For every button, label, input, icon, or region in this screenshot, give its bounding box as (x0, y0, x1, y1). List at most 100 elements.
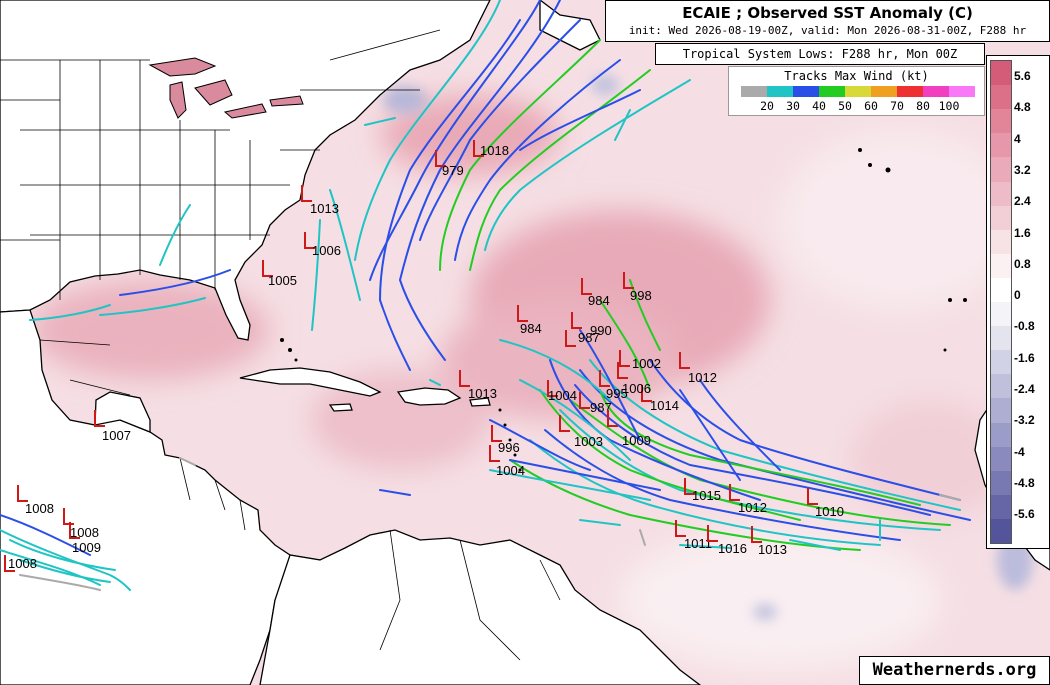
low-marker: 1015 (684, 478, 721, 503)
low-pressure-label: 996 (498, 440, 520, 455)
colorbar-label-13: -4.8 (1014, 475, 1035, 490)
low-l-symbol (607, 410, 618, 427)
low-marker: 1008 (4, 555, 37, 572)
colorbar-label-10: -2.4 (1014, 382, 1035, 396)
lows-header: Tropical System Lows: F288 hr, Mon 00Z (655, 43, 985, 65)
low-l-symbol (262, 260, 273, 277)
colorbar-cell-11 (991, 326, 1011, 351)
low-marker: 1016 (707, 525, 747, 556)
low-l-symbol (4, 555, 15, 572)
low-pressure-label: 1009 (72, 540, 101, 555)
colorbar-strip (990, 60, 1012, 544)
low-l-symbol (565, 330, 576, 347)
low-marker: 1013 (751, 526, 787, 557)
low-pressure-label: 987 (590, 400, 612, 415)
low-marker: 1005 (262, 260, 297, 288)
low-l-symbol (751, 526, 762, 543)
low-l-symbol (69, 522, 80, 539)
low-l-symbol (473, 140, 484, 157)
low-pressure-label: 990 (590, 323, 612, 338)
colorbar-cell-1 (991, 85, 1011, 110)
colorbar-label-6: 0.8 (1014, 256, 1031, 271)
low-pressure-label: 1009 (622, 433, 651, 448)
colorbar-cell-9 (991, 277, 1011, 303)
low-pressure-label: 1006 (622, 381, 651, 396)
legend-swatch-7 (923, 86, 949, 97)
low-marker: 990 (571, 312, 612, 338)
low-l-symbol (559, 415, 570, 432)
legend-label-6: 80 (916, 99, 930, 113)
political-borders (0, 29, 561, 661)
colorbar-cell-0 (991, 61, 1011, 86)
low-l-symbol (489, 445, 500, 462)
low-pressure-label: 1012 (738, 500, 767, 515)
low-pressure-label: 1011 (684, 536, 712, 551)
low-pressure-label: 1016 (718, 541, 747, 556)
low-l-symbol (435, 150, 446, 167)
colorbar-cell-8 (991, 253, 1011, 279)
low-marker: 984 (581, 278, 610, 308)
storm-tracks (0, 0, 971, 591)
colorbar-label-1: 4.8 (1014, 100, 1031, 115)
low-l-symbol (94, 410, 105, 427)
legend-label-1: 30 (786, 99, 800, 113)
low-pressure-label: 1013 (310, 201, 339, 216)
legend-swatch-8 (949, 86, 975, 97)
brand-watermark: Weathernerds.org (859, 656, 1050, 685)
colorbar-cell-2 (991, 109, 1011, 134)
tracks-legend: Tracks Max Wind (kt) 20 30 40 50 60 70 80 100 (728, 66, 985, 116)
low-marker: 987 (565, 330, 600, 347)
low-l-symbol (599, 370, 610, 387)
low-l-symbol (304, 232, 315, 249)
colorbar-label-0: 5.6 (1014, 69, 1031, 83)
colorbar-label-2: 4 (1014, 131, 1021, 146)
low-l-symbol (679, 352, 690, 369)
low-pressure-label: 1002 (632, 356, 661, 371)
low-marker: 984 (517, 305, 542, 336)
low-pressure-label: 1008 (25, 501, 54, 516)
low-l-symbol (579, 392, 590, 409)
low-l-symbol (617, 362, 628, 379)
colorbar-label-11: -3.2 (1014, 413, 1035, 428)
low-l-symbol (459, 370, 470, 387)
low-pressure-label: 995 (606, 386, 628, 401)
title-panel: ECAIE ; Observed SST Anomaly (C) init: W… (605, 0, 1050, 42)
map-title: ECAIE ; Observed SST Anomaly (C) (682, 4, 973, 22)
low-pressure-label: 979 (442, 163, 464, 178)
low-l-symbol (581, 278, 592, 295)
legend-swatch-2 (793, 86, 819, 97)
low-marker: 995 (599, 370, 628, 401)
low-marker: 1009 (607, 410, 651, 448)
low-l-symbol (729, 484, 740, 501)
low-marker: 1012 (679, 352, 717, 385)
colorbar-cell-13 (991, 374, 1011, 399)
low-marker: 1004 (547, 380, 577, 403)
low-pressure-label: 1018 (480, 143, 509, 158)
low-pressure-label: 1007 (102, 428, 131, 443)
legend-label-4: 60 (864, 99, 878, 113)
low-l-symbol (619, 350, 630, 367)
colorbar-label-12: -4 (1014, 444, 1025, 459)
low-marker: 1013 (459, 370, 497, 401)
legend-label-5: 70 (890, 99, 904, 113)
colorbar-cell-3 (991, 133, 1011, 158)
low-pressure-label: 984 (520, 321, 542, 336)
low-marker: 1003 (559, 415, 603, 449)
low-pressure-label: 1004 (548, 388, 577, 403)
legend-swatch-6 (897, 86, 923, 97)
low-marker: 987 (579, 392, 612, 415)
colorbar-cell-4 (991, 157, 1011, 182)
low-l-symbol (623, 272, 634, 289)
low-l-symbol (675, 520, 686, 537)
low-l-symbol (641, 385, 652, 402)
low-pressure-label: 1008 (8, 556, 37, 571)
legend-swatch-5 (871, 86, 897, 97)
low-pressure-label: 1005 (268, 273, 297, 288)
low-pressure-label: 984 (588, 293, 610, 308)
colorbar-cell-5 (991, 181, 1011, 207)
great-lakes (148, 57, 304, 119)
colorbar-label-3: 3.2 (1014, 162, 1031, 177)
colorbar-cell-17 (991, 470, 1011, 496)
tracks-legend-swatches (741, 86, 975, 97)
